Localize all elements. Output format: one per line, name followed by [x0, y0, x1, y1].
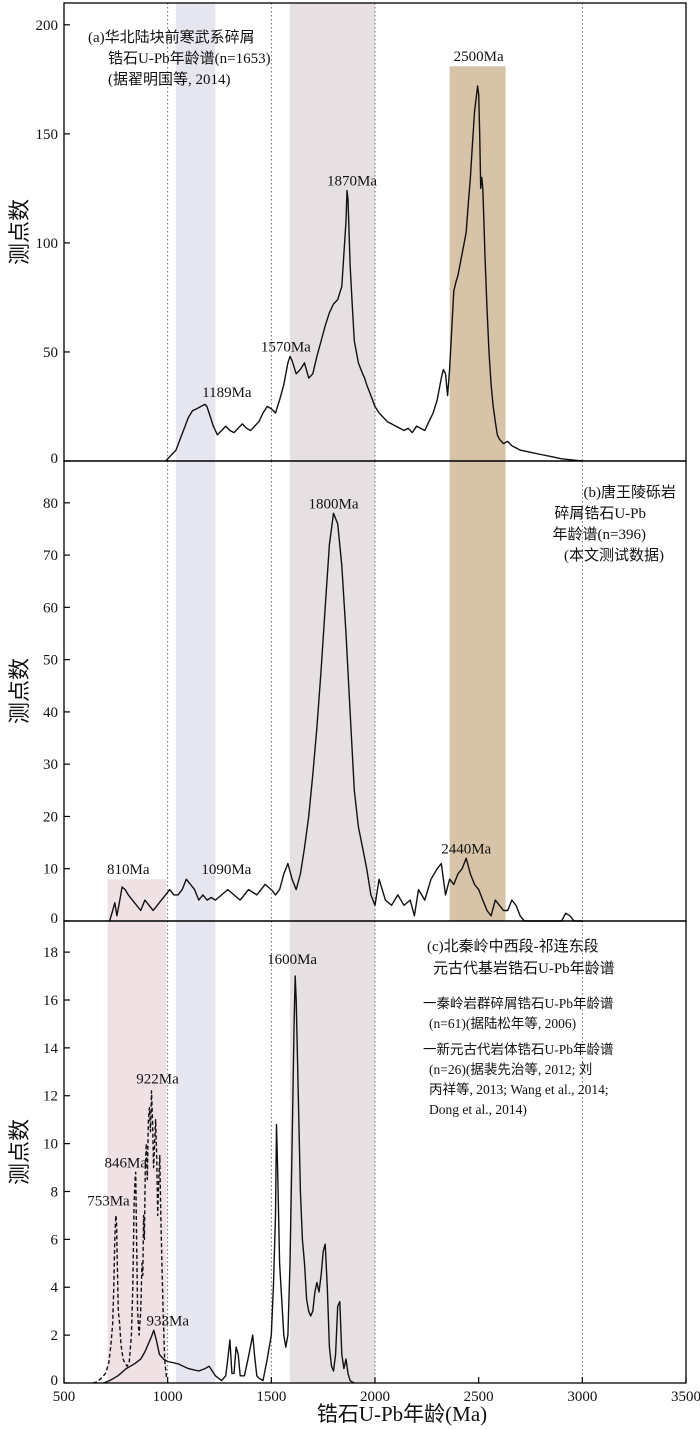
x-tick-label-500: 500 [53, 1389, 76, 1405]
y-tick-label-a-200: 200 [36, 18, 59, 34]
band-b-2 [289, 461, 375, 921]
y-tick-label-b-50: 50 [43, 653, 58, 669]
y-tick-label-b-80: 80 [43, 496, 58, 512]
y-tick-label-c-6: 6 [51, 1232, 59, 1248]
peak-label-1570Ma: 1570Ma [261, 339, 311, 355]
y-tick-label-c-18: 18 [43, 945, 58, 961]
panel-annotation-b-2: 年龄谱(n=396) [553, 526, 646, 543]
legend-dashed-line-2: 丙祥等, 2013; Wang et al., 2014; [429, 1081, 609, 1097]
panel-annotation-b-1: 碎屑锆石U-Pb [554, 505, 646, 522]
y-tick-label-c-14: 14 [43, 1041, 59, 1057]
y-tick-label-c-0: 0 [51, 1373, 59, 1389]
y-axis-title-c: 测点数 [7, 1119, 32, 1185]
y-tick-label-b-30: 30 [43, 757, 58, 773]
band-b-3 [449, 461, 506, 921]
series-line-a-solid [165, 85, 583, 462]
series-line-b-solid [108, 512, 583, 922]
panel-annotation-c-0: (c)北秦岭中西段-祁连东段 [427, 938, 599, 955]
y-tick-label-b-60: 60 [43, 600, 58, 616]
x-tick-label-3000: 3000 [567, 1389, 597, 1405]
y-tick-label-c-2: 2 [51, 1328, 59, 1344]
y-tick-label-b-0: 0 [51, 911, 59, 927]
panel-annotation-a-1: 锆石U-Pb年龄谱(n=1653) [108, 50, 271, 67]
band-c-2 [289, 921, 375, 1383]
x-tick-label-2500: 2500 [464, 1389, 494, 1405]
y-tick-label-c-4: 4 [51, 1280, 59, 1296]
peak-label-922Ma: 922Ma [136, 1072, 179, 1088]
band-a-1 [289, 3, 375, 461]
band-b-1 [175, 461, 216, 921]
peak-label-1189Ma: 1189Ma [202, 385, 252, 401]
band-a-0 [175, 3, 216, 461]
band-c-1 [175, 921, 216, 1383]
peak-label-1090Ma: 1090Ma [201, 862, 251, 878]
reference-lines [167, 3, 583, 1383]
y-tick-label-c-8: 8 [51, 1184, 59, 1200]
y-tick-label-a-0: 0 [51, 451, 59, 467]
y-tick-label-b-20: 20 [43, 809, 58, 825]
y-tick-label-c-10: 10 [43, 1137, 58, 1153]
legend-dashed-line-0: 一新元古代岩体锆石U-Pb年龄谱 [423, 1042, 614, 1057]
series-line-c-dashed [92, 1090, 168, 1384]
peak-label-933Ma: 933Ma [147, 1313, 190, 1329]
y-tick-label-a-50: 50 [43, 345, 58, 361]
legend-dashed-line-3: Dong et al., 2014) [429, 1102, 527, 1117]
panel-annotation-c-1: 元古代基岩锆石U-Pb年龄谱 [433, 960, 615, 977]
age-bands [107, 3, 506, 1383]
y-axis-title-a: 测点数 [7, 199, 32, 265]
peak-label-846Ma: 846Ma [104, 1155, 147, 1171]
legend-solid-line-0: 一秦岭岩群碎屑锆石U-Pb年龄谱 [423, 996, 614, 1011]
axes [63, 24, 687, 1384]
y-tick-label-b-70: 70 [43, 548, 58, 564]
peak-label-1870Ma: 1870Ma [327, 174, 377, 190]
y-tick-label-a-150: 150 [36, 127, 59, 143]
x-axis-title: 锆石U-Pb年龄(Ma) [317, 1402, 487, 1426]
x-tick-label-2000: 2000 [360, 1389, 390, 1405]
panel-annotation-a-2: (据翟明国等, 2014) [108, 70, 231, 88]
x-tick-label-3500: 3500 [671, 1389, 700, 1405]
curves [92, 85, 583, 1384]
y-tick-label-c-16: 16 [43, 993, 59, 1009]
peak-label-1600Ma: 1600Ma [267, 952, 317, 968]
series-line-c-solid [103, 975, 355, 1384]
y-tick-label-b-10: 10 [43, 862, 58, 878]
labels: 050100150200测点数1189Ma1570Ma1870Ma2500Ma(… [7, 18, 700, 1405]
peak-label-2500Ma: 2500Ma [454, 49, 504, 65]
panel-annotation-a-0: (a)华北陆块前寒武系碎屑 [88, 28, 255, 46]
x-tick-label-1000: 1000 [153, 1389, 183, 1405]
y-tick-label-b-40: 40 [43, 705, 58, 721]
peak-label-753Ma: 753Ma [87, 1194, 130, 1210]
panel-annotation-b-3: (本文测试数据) [564, 547, 664, 564]
legend-solid-line-1: (n=61)(据陆松年等, 2006) [429, 1015, 576, 1031]
legend-dashed-line-1: (n=26)(据裴先治等, 2012; 刘 [429, 1061, 592, 1077]
panel-annotation-b-0: (b)唐王陵砾岩 [584, 484, 677, 501]
peak-label-1800Ma: 1800Ma [309, 496, 359, 512]
peak-label-810Ma: 810Ma [107, 862, 150, 878]
y-axis-title-b: 测点数 [7, 658, 32, 724]
y-tick-label-a-100: 100 [36, 236, 59, 252]
peak-label-2440Ma: 2440Ma [441, 841, 491, 857]
y-tick-label-c-12: 12 [43, 1089, 58, 1105]
band-a-2 [449, 66, 506, 461]
x-tick-label-1500: 1500 [256, 1389, 286, 1405]
